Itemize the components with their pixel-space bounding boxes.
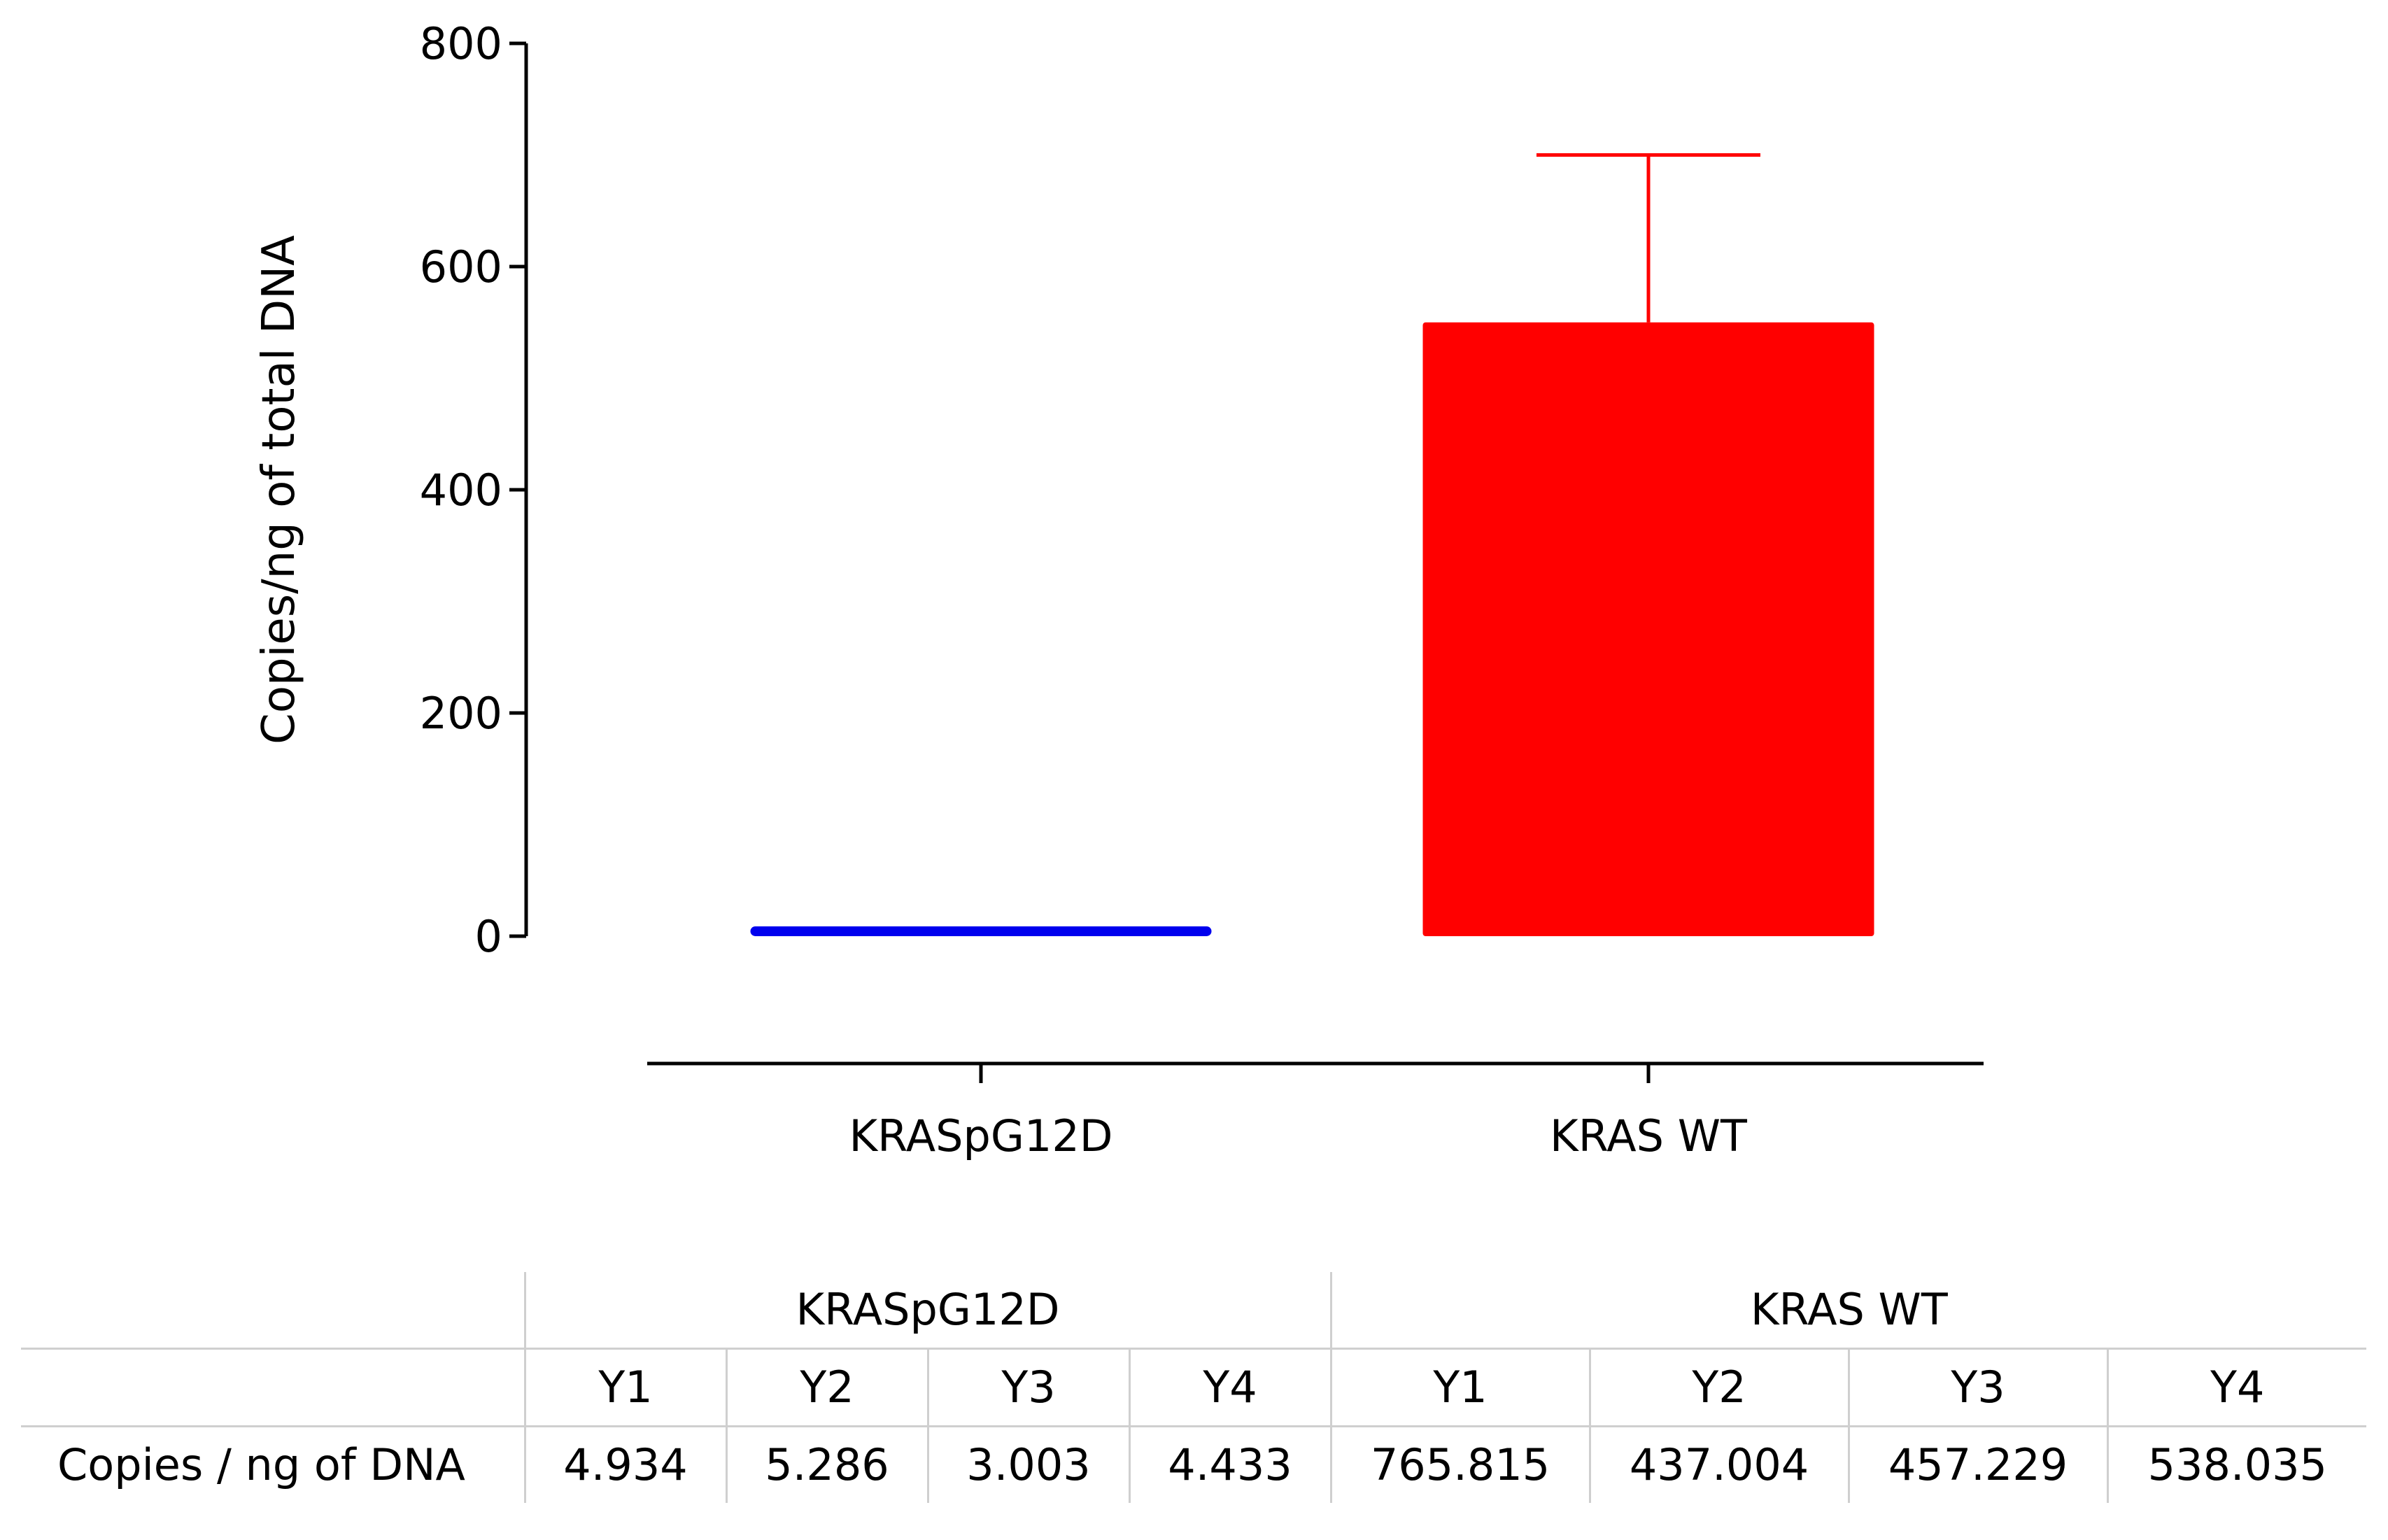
y-tick-label: 400 [420,465,502,516]
y-axis: 0 200 400 600 800 [420,18,528,962]
table-cell: 457.229 [1847,1426,2108,1503]
x-tick-label: KRASpG12D [849,1110,1112,1161]
table-row: Copies / ng of DNA 4.934 5.286 3.003 4.4… [21,1426,2367,1503]
bar-chart: 0 200 400 600 800 Copies/ng of total DNA KRA… [253,18,1984,1161]
table-subheader: Y3 [926,1348,1129,1427]
table-subheader: Y3 [1847,1348,2108,1427]
table-group-header: KRASpG12D [523,1272,1331,1350]
x-tick-label: KRAS WT [1550,1110,1748,1161]
table-subheader: Y2 [1588,1348,1849,1427]
y-tick-label: 0 [475,911,502,962]
table-subheader: Y1 [1329,1348,1590,1427]
y-tick-label: 600 [420,241,502,292]
bar [1422,322,1874,936]
bars [750,153,1874,936]
table-row-label: Copies / ng of DNA [57,1439,465,1490]
table-group-header-row: KRASpG12D KRAS WT [21,1272,2367,1350]
table-cell: 3.003 [926,1426,1129,1503]
table-subheader-row: Y1 Y2 Y3 Y4 Y1 Y2 Y3 Y4 [21,1348,2367,1427]
table-group-header: KRAS WT [1329,1272,2367,1350]
table-corner-cell [21,1272,525,1350]
table-corner-cell [21,1348,525,1427]
x-axis: KRASpG12D KRAS WT [647,1061,1984,1161]
y-tick-label: 200 [420,688,502,739]
table-subheader: Y1 [523,1348,726,1427]
table-subheader: Y2 [725,1348,928,1427]
table-cell: 538.035 [2106,1426,2367,1503]
y-tick-label: 800 [420,18,502,69]
table-subheader: Y4 [1128,1348,1331,1427]
table-cell: 437.004 [1588,1426,1849,1503]
y-axis-label: Copies/ng of total DNA [253,235,305,744]
table-subheader: Y4 [2106,1348,2367,1427]
data-table: KRASpG12D KRAS WT Y1 Y2 Y3 Y4 Y1 Y2 Y3 Y… [21,1272,2367,1503]
table-cell: 4.433 [1128,1426,1331,1503]
table-cell: 5.286 [725,1426,928,1503]
table-cell: 4.934 [523,1426,726,1503]
table-cell: 765.815 [1329,1426,1590,1503]
